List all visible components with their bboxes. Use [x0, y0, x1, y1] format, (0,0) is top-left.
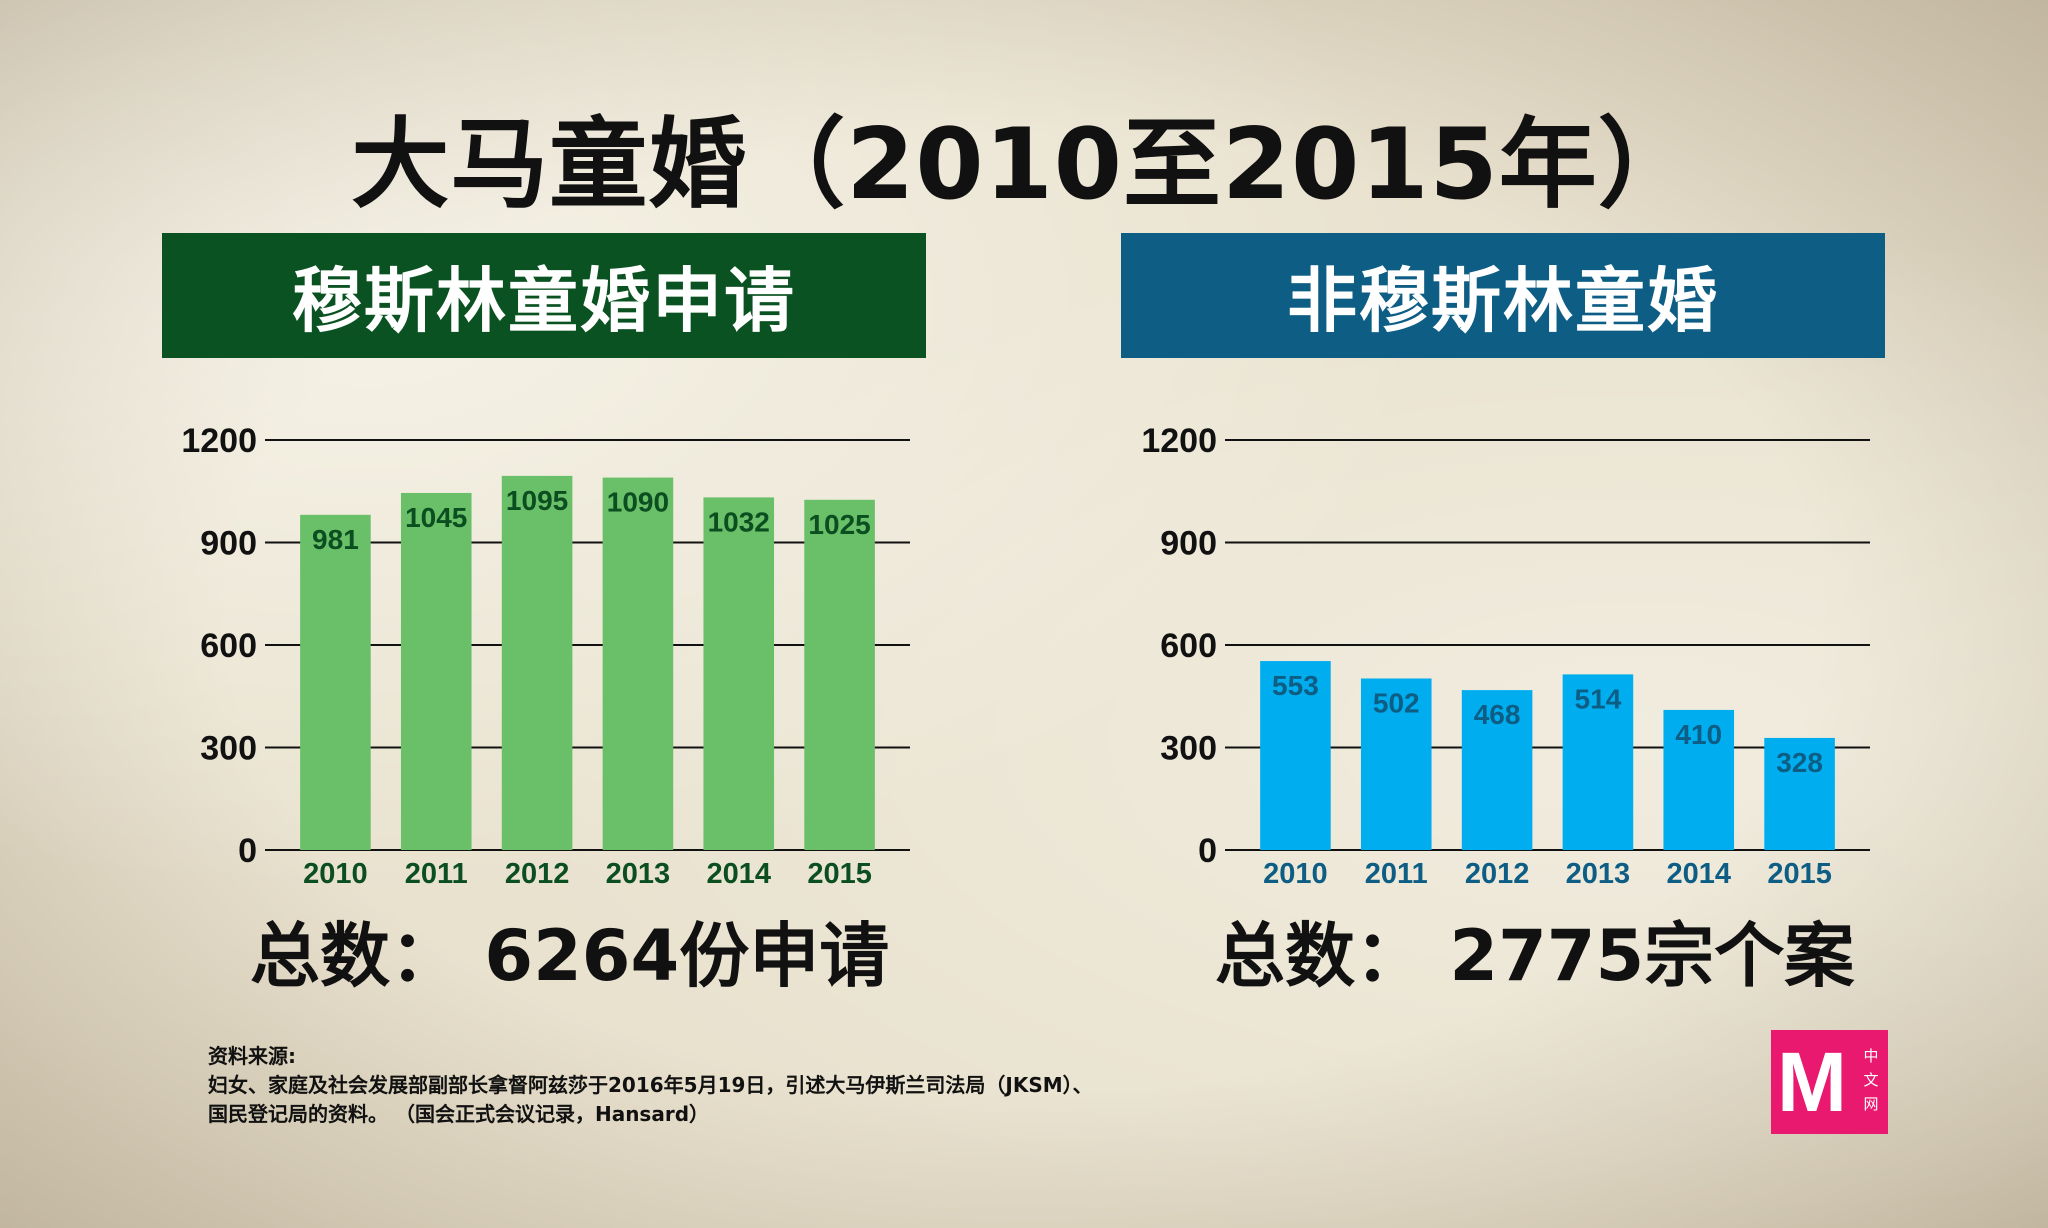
source-line-1: 妇女、家庭及社会发展部副部长拿督阿兹莎于2016年5月19日，引述大马伊斯兰司法…: [208, 1073, 1093, 1097]
non-muslim-bar: [1360, 678, 1432, 850]
non-muslim-data-label: 514: [1575, 683, 1622, 714]
non-muslim-total: 总数： 2775宗个案: [1215, 915, 1855, 997]
non-muslim-bar: [1260, 661, 1331, 850]
muslim-panel-header: 穆斯林童婚申请: [162, 233, 926, 358]
muslim-data-label: 1032: [708, 506, 770, 537]
logo-char: 网: [1863, 1095, 1879, 1113]
non-muslim-data-label: 502: [1373, 687, 1420, 718]
logo-char: 文: [1863, 1071, 1879, 1089]
non-muslim-panel-header-label: 非穆斯林童婚: [1287, 260, 1719, 342]
muslim-data-label: 1090: [607, 487, 669, 518]
muslim-bar: [501, 475, 573, 850]
non-muslim-y-tick-label: 1200: [1141, 422, 1217, 460]
non-muslim-bar-chart: 0 300 600 900 1200 553 2010 502 2011 468 2012 514 20…: [1141, 422, 1870, 890]
non-muslim-bar: [1663, 709, 1735, 850]
non-muslim-y-tick-label: 300: [1160, 730, 1217, 768]
muslim-bar: [602, 477, 674, 850]
muslim-x-tick-label: 2015: [807, 858, 872, 890]
muslim-x-tick-label: 2012: [505, 858, 570, 890]
non-muslim-data-label: 410: [1675, 719, 1722, 750]
muslim-data-label: 981: [312, 524, 359, 555]
source-line-2: 国民登记局的资料。 （国会正式会议记录，Hansard）: [208, 1102, 710, 1126]
non-muslim-panel-header: 非穆斯林童婚: [1121, 233, 1885, 358]
muslim-bar: [703, 497, 775, 850]
muslim-bar: [804, 499, 875, 850]
page-title: 大马童婚（2010至2015年）: [351, 108, 1697, 222]
muslim-x-tick-label: 2010: [303, 858, 368, 890]
non-muslim-x-tick-label: 2010: [1263, 858, 1328, 890]
source-note: 资料来源: 妇女、家庭及社会发展部副部长拿督阿兹莎于2016年5月19日，引述大…: [208, 1042, 1093, 1129]
muslim-x-tick-label: 2013: [606, 858, 671, 890]
muslim-x-tick-label: 2014: [706, 858, 771, 890]
non-muslim-x-tick-label: 2012: [1465, 858, 1530, 890]
non-muslim-y-tick-label: 900: [1160, 525, 1217, 563]
non-muslim-x-tick-label: 2013: [1566, 858, 1631, 890]
muslim-bar: [300, 514, 371, 850]
muslim-y-tick-label: 900: [200, 525, 257, 563]
malaysiakini-logo: M 中 文 网: [1771, 1030, 1888, 1134]
non-muslim-y-tick-label: 600: [1160, 627, 1217, 665]
logo-chinese-text: 中 文 网: [1862, 1044, 1880, 1116]
muslim-panel-header-label: 穆斯林童婚申请: [292, 260, 796, 342]
non-muslim-x-tick-label: 2011: [1365, 858, 1428, 890]
non-muslim-x-tick-label: 2015: [1767, 858, 1832, 890]
non-muslim-data-label: 328: [1776, 747, 1823, 778]
muslim-x-tick-label: 2011: [405, 858, 468, 890]
muslim-y-tick-label: 300: [200, 730, 257, 768]
muslim-bar: [400, 492, 472, 850]
non-muslim-y-tick-label: 0: [1198, 832, 1217, 870]
logo-char: 中: [1863, 1047, 1879, 1065]
non-muslim-bar: [1764, 737, 1835, 850]
non-muslim-bar: [1562, 674, 1634, 850]
muslim-y-tick-label: 0: [238, 832, 257, 870]
non-muslim-x-tick-label: 2014: [1666, 858, 1731, 890]
muslim-total: 总数： 6264份申请: [250, 915, 890, 997]
muslim-data-label: 1045: [405, 502, 467, 533]
muslim-y-tick-label: 600: [200, 627, 257, 665]
muslim-data-label: 1025: [808, 509, 870, 540]
muslim-data-label: 1095: [506, 485, 568, 516]
non-muslim-bar: [1461, 690, 1533, 850]
muslim-y-tick-label: 1200: [181, 422, 257, 460]
non-muslim-data-label: 468: [1474, 699, 1521, 730]
logo-letter: M: [1777, 1035, 1847, 1129]
source-heading: 资料来源:: [208, 1044, 296, 1068]
muslim-bar-chart: 0 300 600 900 1200 981 2010 1045 2011 1095 2012 109…: [181, 422, 910, 890]
non-muslim-data-label: 553: [1272, 670, 1319, 701]
